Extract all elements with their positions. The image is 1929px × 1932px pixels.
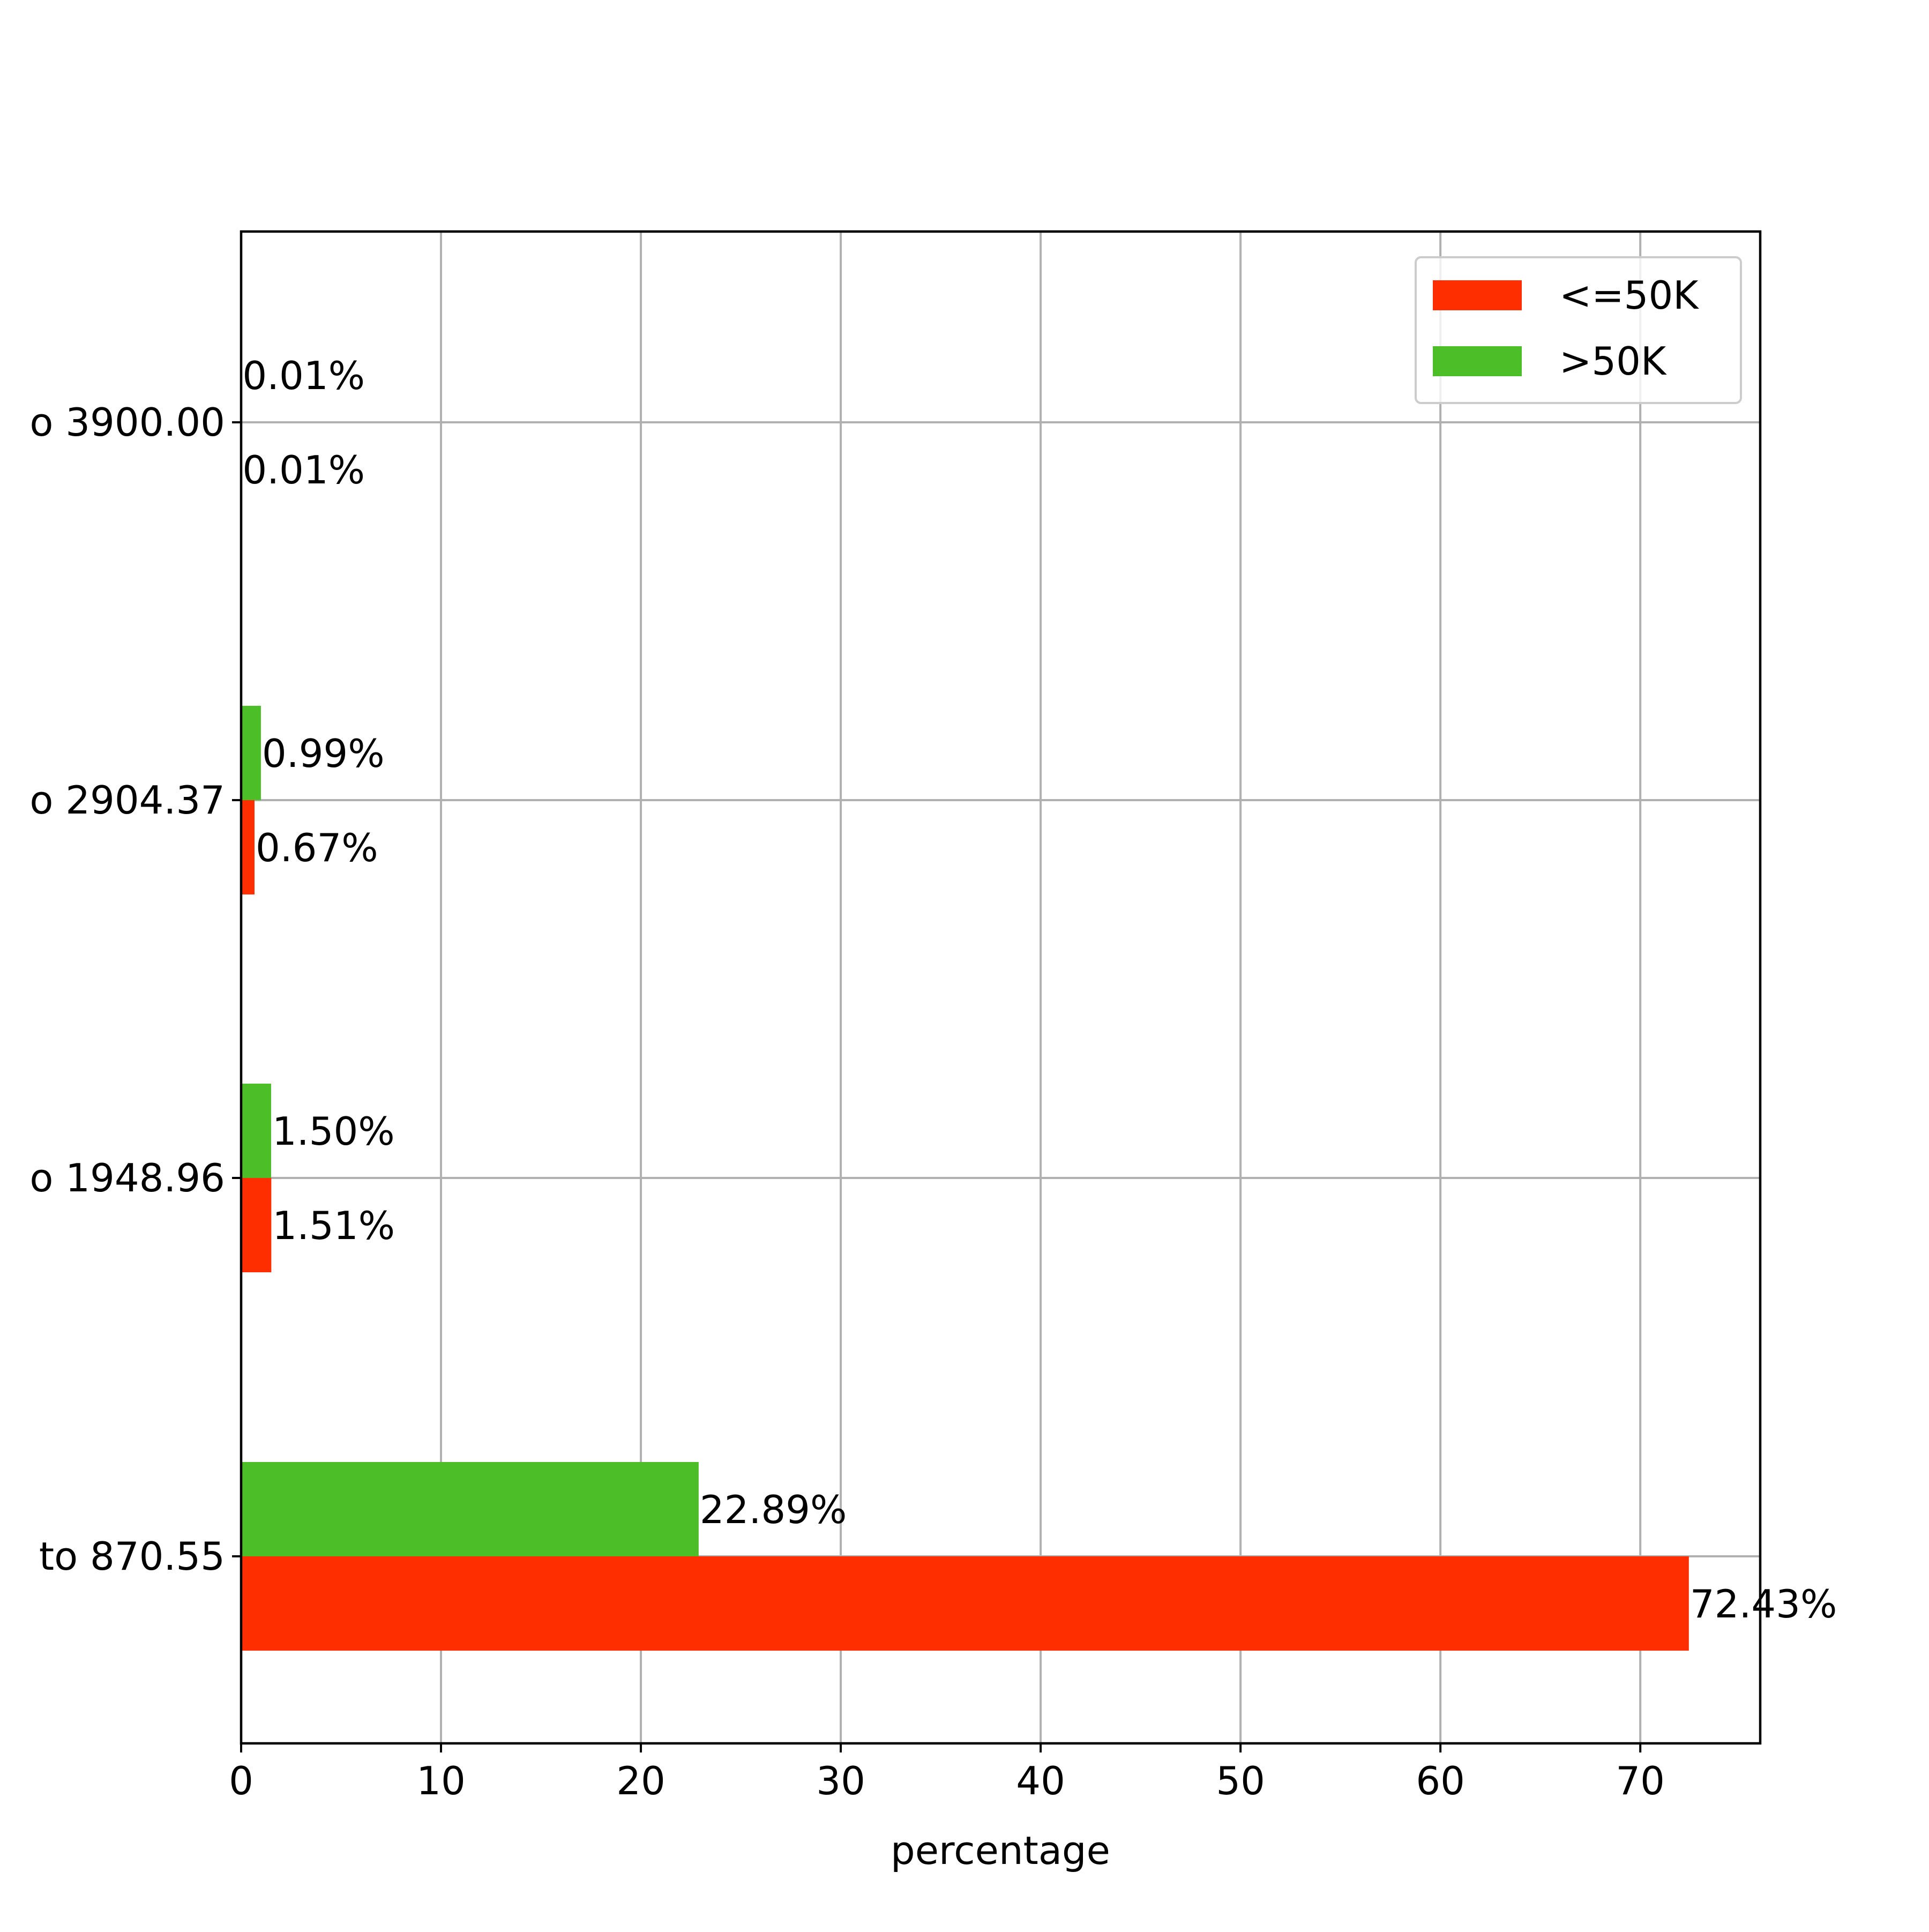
x-tick-label: 50 [1216,1758,1265,1803]
legend: <=50K >50K [1416,257,1741,403]
x-tick-label: 30 [816,1758,865,1803]
y-category-label: o 1948.96 [29,1155,225,1200]
bar-value-label: 0.01% [242,353,365,398]
bar [241,1462,699,1556]
x-tick-label: 20 [616,1758,666,1803]
legend-label: >50K [1559,339,1667,384]
x-tick-label: 40 [1016,1758,1065,1803]
legend-label: <=50K [1559,273,1699,318]
bar-value-label: 1.50% [272,1109,395,1154]
bar-value-label: 0.67% [256,825,378,870]
y-category-label: to 870.55 [39,1534,225,1579]
bar-value-label: 0.01% [242,447,365,493]
bar [241,1178,271,1272]
bar [241,800,255,894]
bar-value-label: 1.51% [272,1203,395,1248]
bar-value-label: 72.43% [1690,1582,1837,1627]
y-category-label: o 2904.37 [29,778,225,823]
bar-value-label: 22.89% [700,1487,847,1532]
bar [241,1556,1689,1651]
bar [241,1084,271,1178]
y-category-label: o 3900.00 [29,400,225,445]
x-tick-label: 60 [1416,1758,1465,1803]
bar-value-label: 0.99% [262,731,385,776]
x-tick-label: 10 [416,1758,466,1803]
x-tick-label: 70 [1616,1758,1665,1803]
bar [241,706,261,800]
legend-swatch [1433,280,1522,310]
x-axis-label: percentage [891,1828,1110,1873]
legend-swatch [1433,346,1522,376]
x-tick-label: 0 [229,1758,253,1803]
